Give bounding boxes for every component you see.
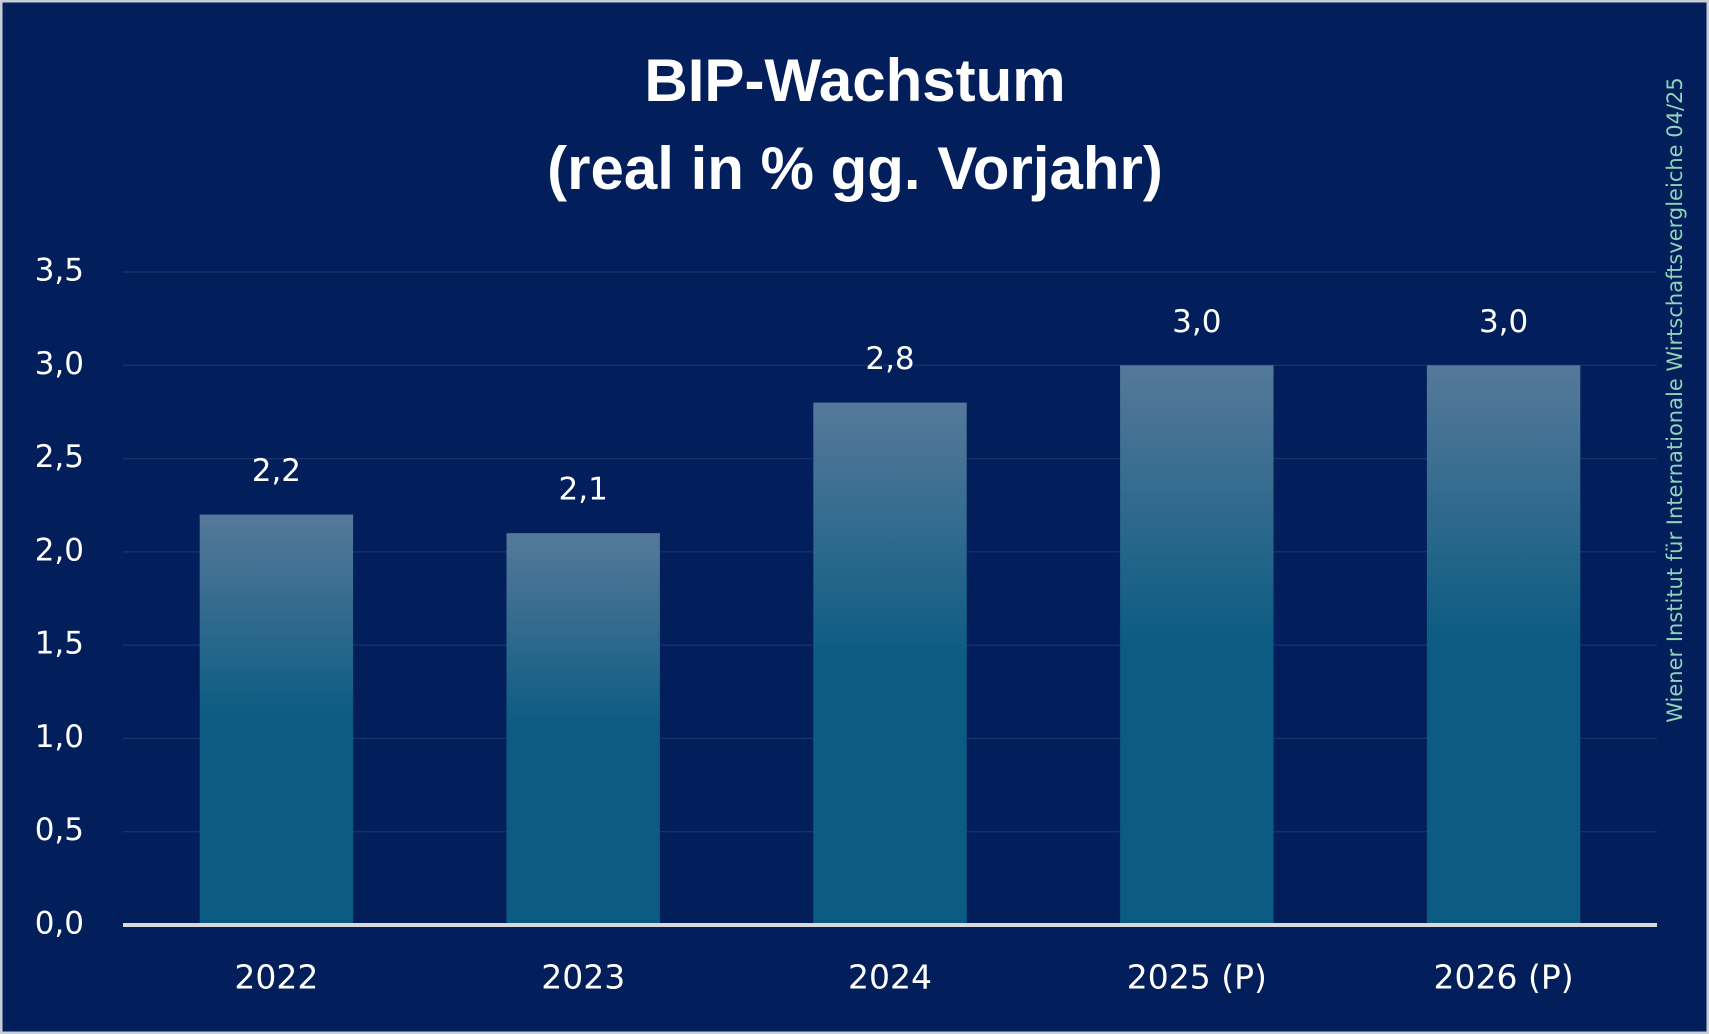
data-label: 2,2 (252, 453, 301, 489)
y-tick-label: 1,5 (35, 626, 84, 662)
bar (1426, 365, 1581, 925)
data-label: 2,1 (559, 472, 608, 508)
y-tick-label: 0,0 (35, 906, 84, 942)
chart-title: BIP-Wachstum (644, 47, 1065, 114)
bar (1120, 365, 1274, 925)
chart-subtitle: (real in % gg. Vorjahr) (547, 135, 1163, 202)
data-label: 3,0 (1172, 304, 1221, 340)
y-tick-label: 3,5 (35, 253, 84, 289)
y-tick-label: 1,0 (35, 719, 84, 755)
x-tick-label: 2022 (234, 958, 318, 997)
source-note: Wiener Institut für Internationale Wirts… (1663, 77, 1687, 723)
y-tick-label: 0,5 (35, 812, 84, 848)
y-tick-label: 2,0 (35, 532, 84, 568)
bar (506, 533, 660, 925)
x-tick-label: 2024 (848, 958, 932, 997)
x-tick-label: 2026 (P) (1434, 958, 1574, 997)
data-label: 2,8 (865, 341, 914, 377)
x-tick-label: 2025 (P) (1127, 958, 1267, 997)
y-tick-label: 2,5 (35, 439, 84, 475)
data-label: 3,0 (1479, 304, 1528, 340)
x-tick-label: 2023 (541, 958, 625, 997)
bar (813, 402, 967, 926)
bar (199, 514, 354, 925)
y-tick-label: 3,0 (35, 346, 84, 382)
